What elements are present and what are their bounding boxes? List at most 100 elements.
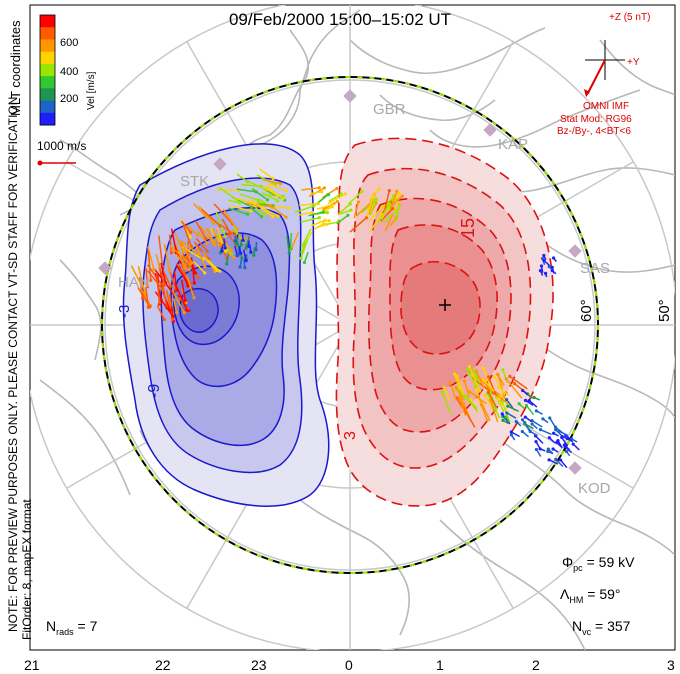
velocity-vector	[226, 254, 230, 265]
velocity-vector	[531, 420, 543, 428]
velocity-vector	[252, 203, 272, 208]
velocity-vector-origin	[541, 417, 545, 421]
velocity-vector-origin	[364, 216, 369, 220]
velocity-vector-origin	[203, 271, 207, 275]
n-vc-value: 357	[607, 618, 631, 634]
velocity-vector	[170, 228, 178, 253]
velocity-vector	[337, 203, 351, 216]
velocity-vector-origin	[186, 264, 190, 268]
velocity-vector	[286, 235, 291, 254]
velocity-vector-origin	[182, 266, 187, 270]
velocity-vector-origin	[528, 429, 532, 434]
velocity-vector-origin	[538, 268, 543, 273]
colorbar-segment	[40, 112, 55, 126]
mlt-tick-3: 3	[667, 657, 675, 673]
velocity-vector-origin	[534, 447, 538, 452]
station-gbr: GBR	[373, 101, 406, 118]
velocity-vector	[137, 265, 147, 296]
velocity-vector	[384, 214, 393, 232]
velocity-vector-origin	[400, 194, 404, 198]
velocity-vector-origin	[504, 377, 508, 381]
velocity-vector-origin	[452, 372, 457, 376]
velocity-vector	[301, 228, 312, 246]
velocity-vector-origin	[553, 425, 558, 429]
velocity-vector-origin	[327, 219, 331, 223]
velocity-vector-origin	[534, 440, 538, 444]
imf-plus-z-label: +Z (5 nT)	[609, 12, 651, 23]
velocity-vector	[155, 273, 161, 304]
stat-mod-label: Stat Mod: RG96	[560, 114, 632, 125]
velocity-vector-origin	[325, 222, 329, 227]
velocity-vector-origin	[212, 221, 216, 225]
velocity-vector	[218, 186, 238, 201]
velocity-vector-origin	[321, 210, 326, 214]
velocity-vector	[497, 374, 506, 400]
velocity-vector-origin	[486, 390, 490, 394]
velocity-vector-origin	[387, 202, 392, 206]
velocity-vector-origin	[548, 416, 552, 420]
velocity-vector	[323, 206, 333, 213]
velocity-vector	[163, 271, 172, 287]
velocity-vector-origin	[504, 415, 508, 419]
velocity-vector-origin	[246, 212, 250, 216]
velocity-vector-origin	[499, 393, 503, 397]
velocity-vector-origin	[464, 394, 468, 399]
velocity-vector-origin	[239, 251, 243, 255]
velocity-vector	[161, 281, 168, 309]
velocity-vector	[289, 233, 293, 250]
velocity-vector	[140, 288, 152, 306]
velocity-vector	[298, 202, 319, 206]
velocity-vector-origin	[243, 266, 247, 270]
velocity-vector	[319, 219, 330, 223]
velocity-vector	[163, 243, 171, 271]
velocity-vector	[505, 399, 514, 409]
velocity-vector	[487, 387, 511, 407]
velocity-vector	[179, 239, 193, 264]
velocity-vectors	[130, 168, 580, 469]
station-han: HAN	[118, 274, 150, 291]
velocity-vector	[215, 211, 226, 237]
velocity-vector-origin	[469, 398, 473, 402]
velocity-vector-origin	[552, 431, 556, 435]
velocity-vector-origin	[371, 194, 375, 199]
colorbar-frame	[39, 14, 56, 126]
imf-dial	[584, 40, 625, 97]
mlt-tick-21: 21	[24, 657, 40, 673]
colorbar-segment	[40, 100, 55, 114]
velocity-vector	[236, 188, 257, 193]
velocity-vector-origin	[205, 241, 209, 245]
velocity-vector	[315, 223, 327, 229]
velocity-vector-origin	[462, 379, 466, 383]
colorbar-tick-200: 200	[60, 93, 79, 105]
station-marker-sas	[568, 244, 582, 258]
velocity-vector-origin	[203, 265, 207, 269]
velocity-vector-origin	[552, 256, 556, 260]
velocity-vector-origin	[192, 281, 196, 285]
velocity-vector	[158, 235, 164, 267]
velocity-vector	[130, 265, 143, 286]
velocity-vector-origin	[348, 202, 352, 206]
velocity-vector	[465, 396, 478, 412]
velocity-vector-origin	[500, 412, 504, 416]
velocity-vector-origin	[181, 250, 186, 254]
velocity-vector	[155, 253, 161, 270]
velocity-vector	[262, 178, 281, 185]
velocity-vector-origin	[346, 213, 350, 217]
colorbar-label: Vel [m/s]	[86, 71, 97, 110]
velocity-vector	[316, 203, 333, 210]
velocity-vector	[181, 279, 186, 301]
colorbar-segment	[40, 39, 55, 53]
velocity-vector	[328, 193, 342, 203]
phi-pc-value: 59 kV	[598, 554, 635, 570]
velocity-vector	[229, 205, 252, 212]
map-title: 09/Feb/2000 15:00–15:02 UT	[228, 10, 452, 29]
velocity-vector	[353, 201, 360, 219]
velocity-vector-origin	[196, 252, 200, 256]
velocity-vector-origin	[504, 397, 509, 402]
velocity-vector-origin	[232, 255, 236, 259]
velocity-vector-origin	[326, 193, 330, 197]
velocity-vector	[369, 189, 380, 200]
velocity-vector-origin	[140, 296, 145, 301]
velocity-vector-origin	[530, 422, 534, 426]
velocity-vector	[502, 369, 508, 383]
